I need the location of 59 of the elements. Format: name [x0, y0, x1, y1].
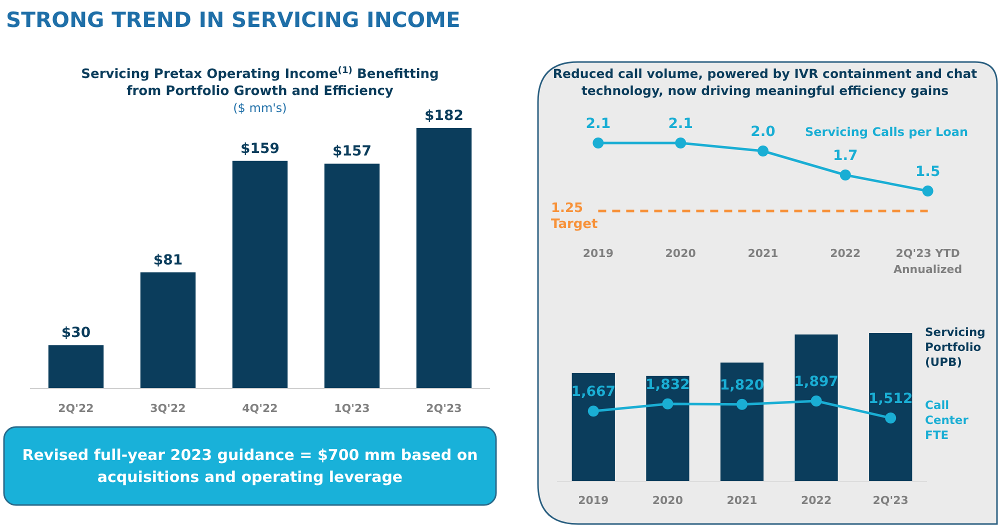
x-tick-label: 2020 [652, 494, 684, 507]
point [840, 170, 851, 180]
x-tick-label: 1Q'23 [334, 402, 370, 415]
point [588, 406, 599, 417]
data-label: 1,897 [794, 374, 838, 390]
data-label: 2.1 [586, 116, 611, 132]
x-tick-label: 2022 [800, 494, 832, 507]
chart-title: Reduced call volume, powered by IVR containment and chat technology, now driving meaningful efficiency gains [552, 66, 978, 98]
point [810, 396, 822, 406]
bar [324, 164, 380, 388]
point [675, 138, 686, 148]
point [592, 138, 604, 148]
data-label: $30 [61, 325, 91, 342]
x-tick-label: 2020 [665, 247, 696, 260]
bar [140, 272, 196, 388]
text: STRONG TREND IN SERVICING INCOME [6, 8, 460, 32]
data-label: 1,832 [646, 376, 690, 393]
chart-subtitle: ($ mm's) [233, 101, 287, 115]
point [758, 146, 768, 156]
bar [232, 160, 288, 388]
data-label: $81 [153, 252, 183, 268]
data-label: 1,667 [571, 384, 616, 400]
point [662, 398, 674, 410]
x-tick-label: 2019 [582, 247, 614, 260]
series-label: Servicing Portfolio (UPB) [925, 325, 986, 369]
x-tick-label: 2021 [748, 247, 778, 260]
chart-title: Servicing Pretax Operating Income$^{(1)}$ Benefitting from Portfolio Growth and Efficiency [81, 66, 439, 99]
point [736, 398, 748, 410]
data-label: $182 [424, 108, 464, 124]
x-tick-label: 2022 [830, 247, 861, 260]
x-tick-label: 2Q'23 YTD Annualized [893, 247, 962, 276]
bar [416, 128, 472, 388]
bar [794, 334, 838, 481]
x-tick-label: 4Q'22 [242, 402, 278, 415]
x-tick-label: 3Q'22 [150, 402, 186, 415]
bar [48, 345, 104, 388]
x-tick-label: 2Q'23 [426, 402, 462, 415]
point [922, 186, 934, 196]
x-tick-label: 2Q'22 [58, 402, 94, 415]
text: Call Center FTE [925, 398, 969, 442]
data-label: 1,820 [720, 377, 764, 394]
x-tick-label: 2019 [578, 494, 609, 507]
point [885, 412, 896, 424]
ref-line-label: 1.25 Target [551, 201, 598, 232]
data-label: $159 [240, 140, 280, 157]
data-label: 1,512 [868, 391, 913, 407]
data-label: $157 [332, 144, 372, 160]
data-label: 2.1 [668, 116, 694, 132]
bar [646, 376, 690, 481]
data-label: 1.5 [915, 164, 940, 180]
text: Revised full-year 2023 guidance = $700 mm based on acquisitions and operating leverage [22, 446, 478, 486]
bar [720, 362, 764, 481]
series-label: Servicing Calls per Loan [805, 125, 968, 139]
bar [869, 333, 912, 481]
bar [572, 372, 615, 481]
x-tick-label: 2021 [726, 494, 758, 507]
x-tick-label: 2Q'23 [872, 494, 908, 507]
data-label: 2.0 [750, 124, 776, 140]
data-label: 1.7 [832, 148, 858, 164]
